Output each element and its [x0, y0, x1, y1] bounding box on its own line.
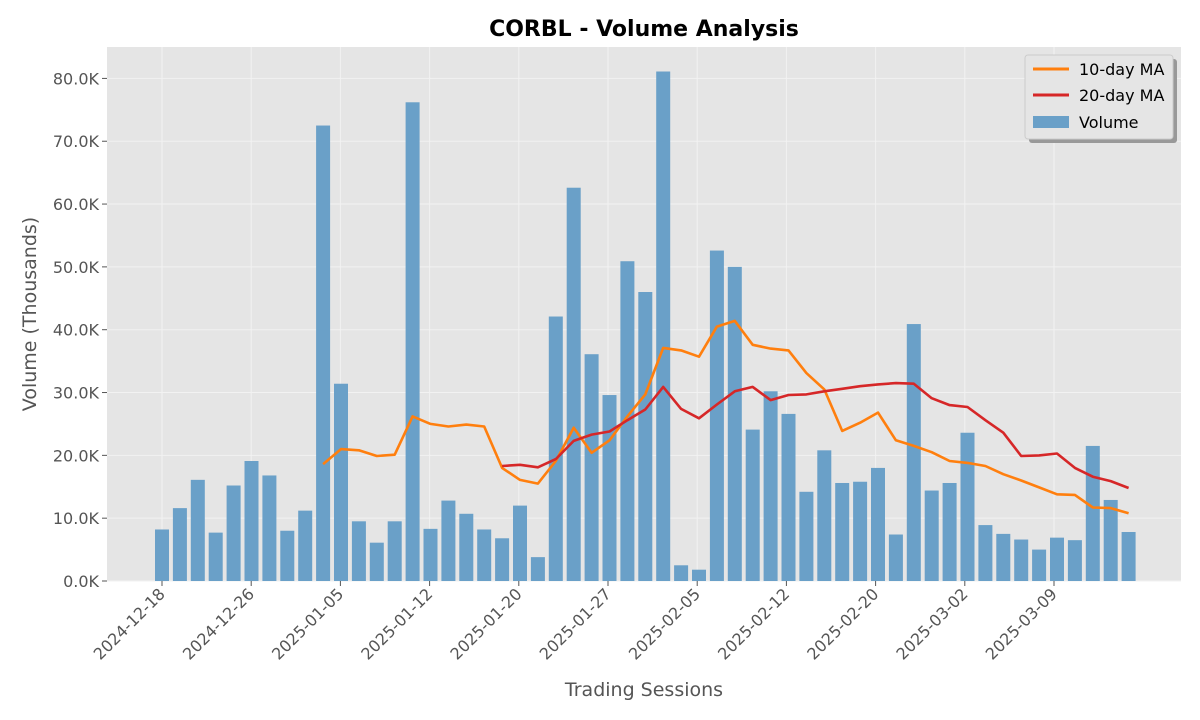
volume-bar — [190, 479, 205, 581]
volume-bar — [459, 513, 474, 581]
volume-bar — [1067, 540, 1082, 581]
legend-ma20-label: 20-day MA — [1079, 86, 1164, 105]
volume-bar — [638, 292, 653, 581]
volume-bar — [906, 324, 921, 581]
volume-bar — [423, 528, 438, 581]
volume-bar — [298, 510, 313, 581]
x-tick-label: 2025-01-05 — [268, 584, 347, 663]
y-tick-label: 40.0K — [53, 321, 100, 340]
x-tick-label: 2025-01-20 — [446, 584, 525, 663]
y-tick-label: 80.0K — [53, 69, 100, 88]
x-tick-label: 2025-01-27 — [536, 584, 615, 663]
volume-bar — [871, 467, 885, 581]
volume-bar — [387, 521, 402, 581]
volume-bar — [1103, 499, 1118, 581]
volume-bar — [656, 71, 671, 582]
volume-bar — [727, 266, 742, 581]
volume-bar — [853, 481, 868, 581]
volume-bar — [530, 557, 545, 581]
volume-bar — [584, 354, 599, 581]
volume-bar — [996, 533, 1011, 581]
x-tick-label: 2025-02-20 — [803, 584, 882, 663]
volume-bar — [351, 521, 366, 581]
x-axis-label: Trading Sessions — [564, 679, 723, 701]
volume-bar — [692, 569, 706, 581]
x-tick-label: 2025-02-12 — [714, 584, 793, 663]
volume-bar — [709, 250, 724, 582]
volume-bar — [226, 485, 241, 581]
x-tick-label: 2025-03-09 — [982, 584, 1061, 663]
x-axis-ticks: 2024-12-18 2024-12-26 2025-01-05 2025-01-12… — [90, 581, 1061, 664]
volume-bar — [888, 534, 903, 581]
volume-bar — [155, 529, 169, 581]
volume-bar — [316, 125, 331, 581]
legend-ma10-label: 10-day MA — [1079, 60, 1164, 79]
volume-bar — [208, 532, 223, 581]
volume-bar — [835, 482, 850, 581]
y-tick-label: 0.0K — [63, 572, 99, 591]
volume-bar — [602, 395, 617, 581]
ma20-line — [502, 381, 1130, 490]
volume-bar — [477, 529, 492, 581]
volume-bar — [978, 525, 993, 581]
ma10-line — [322, 319, 1129, 515]
volume-bar — [960, 432, 975, 581]
volume-bar — [244, 461, 259, 581]
x-tick-label: 2025-03-02 — [892, 584, 971, 663]
y-tick-label: 60.0K — [53, 195, 100, 214]
x-tick-label: 2024-12-26 — [179, 584, 258, 663]
volume-bar — [745, 429, 760, 581]
volume-bar — [548, 316, 563, 581]
y-tick-label: 10.0K — [53, 509, 100, 528]
legend-volume-swatch — [1033, 116, 1069, 128]
volume-bar — [495, 538, 510, 581]
volume-bar — [942, 482, 957, 581]
volume-bar — [924, 490, 939, 581]
volume-bar — [262, 475, 277, 581]
volume-bar — [1032, 549, 1047, 581]
volume-bar — [674, 565, 689, 581]
volume-bar — [513, 505, 527, 581]
volume-bar — [781, 413, 796, 581]
y-axis-label: Volume (Thousands) — [19, 217, 41, 411]
volume-bar — [172, 508, 187, 581]
legend: 10-day MA 20-day MA Volume — [1024, 54, 1177, 143]
volume-bar — [1085, 445, 1100, 581]
legend-volume-label: Volume — [1079, 113, 1139, 132]
x-tick-label: 2025-01-12 — [357, 584, 436, 663]
volume-bar — [405, 102, 420, 582]
volume-bar — [799, 491, 814, 581]
volume-bar — [763, 391, 778, 581]
volume-bar — [1014, 539, 1029, 581]
x-tick-label: 2024-12-18 — [90, 584, 169, 663]
y-tick-label: 50.0K — [53, 258, 100, 277]
y-axis-ticks: 0.0K 10.0K 20.0K 30.0K 40.0K 50.0K 60.0K 70.0K 8… — [53, 69, 107, 591]
volume-bar — [334, 383, 348, 581]
y-tick-label: 70.0K — [53, 132, 100, 151]
y-tick-label: 20.0K — [53, 446, 100, 465]
chart-title: CORBL - Volume Analysis — [489, 17, 799, 42]
volume-bar — [566, 187, 581, 581]
y-tick-label: 30.0K — [53, 384, 100, 403]
ma-lines — [322, 319, 1130, 515]
volume-bars — [155, 71, 1136, 582]
volume-bar — [817, 450, 832, 581]
volume-bar — [1121, 531, 1136, 581]
volume-bar — [1050, 537, 1064, 581]
volume-bar — [280, 530, 295, 581]
volume-bar — [369, 542, 384, 581]
x-tick-label: 2025-02-05 — [625, 584, 704, 663]
volume-bar — [441, 500, 456, 581]
